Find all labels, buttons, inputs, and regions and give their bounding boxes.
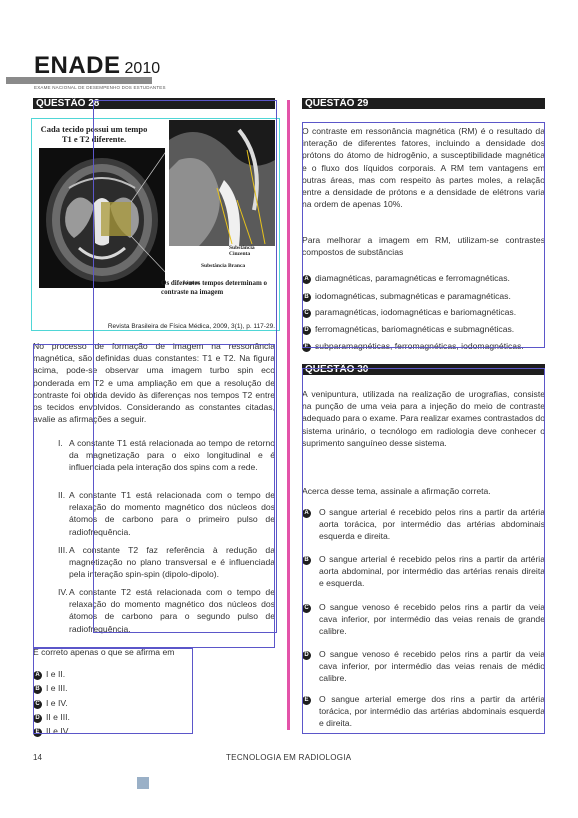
- mri-zoom-image: [169, 120, 275, 246]
- q29-question: Para melhorar a imagem em RM, utilizam-s…: [302, 235, 545, 258]
- q28-intro: No processo de formação de imagem na res…: [33, 341, 275, 425]
- column-divider: [287, 100, 290, 730]
- option-text: O sangue arterial emerge dos rins a part…: [319, 694, 545, 729]
- option-letter-badge: C: [302, 604, 311, 613]
- option-text: subparamagnéticas, ferromagnéticas, iodo…: [315, 341, 524, 351]
- option-text: II e III.: [46, 712, 70, 722]
- option-letter-badge: B: [302, 293, 311, 302]
- option-text: iodomagnéticas, submagnéticas e paramagn…: [315, 291, 511, 301]
- q30-question: Acerca desse tema, assinale a afirmação …: [302, 486, 491, 496]
- q28-item-3: III. A constante T2 faz referência à red…: [58, 544, 275, 581]
- q28-option-e[interactable]: E II e IV.: [33, 725, 70, 737]
- label-substancia-branca: Substância Branca: [201, 263, 246, 269]
- item-text: A constante T2 está relacionada com o te…: [69, 587, 275, 634]
- item-number: IV.: [58, 587, 68, 597]
- option-letter-badge: E: [33, 728, 42, 737]
- option-letter-badge: D: [33, 714, 42, 723]
- option-text: I e IV.: [46, 698, 68, 708]
- header-subtitle: EXAME NACIONAL DE DESEMPENHO DOS ESTUDAN…: [34, 85, 166, 90]
- option-letter-badge: A: [33, 671, 42, 680]
- option-letter-badge: E: [302, 343, 311, 352]
- figure-caption-top: Cada tecido possui um tempo T1 e T2 dife…: [40, 124, 148, 144]
- footer-marker: [137, 777, 149, 789]
- option-text: I e II.: [46, 669, 66, 679]
- q28-option-d[interactable]: D II e III.: [33, 711, 70, 723]
- option-text: O sangue venoso é recebido pelos rins a …: [319, 649, 545, 684]
- option-text: diamagnéticas, paramagnéticas e ferromag…: [315, 273, 510, 283]
- q29-title-bar: QUESTÃO 29: [302, 98, 545, 109]
- q28-option-c[interactable]: C I e IV.: [33, 697, 68, 709]
- q28-figure: Cada tecido possui um tempo T1 e T2 dife…: [33, 118, 277, 330]
- q28-option-b[interactable]: B I e III.: [33, 682, 68, 694]
- item-number: II.: [58, 490, 66, 500]
- q28-item-4: IV. A constante T2 está relacionada com …: [58, 586, 275, 635]
- q28-question: É correto apenas o que se afirma em: [33, 647, 175, 657]
- q30-option-e[interactable]: E O sangue arterial emerge dos rins a par…: [302, 693, 545, 728]
- q28-item-1: I. A constante T1 está relacionada ao te…: [58, 437, 275, 474]
- option-letter-badge: E: [302, 696, 311, 705]
- q28-option-a[interactable]: A I e II.: [33, 668, 65, 680]
- option-text: paramagnéticas, iodomagnéticas e barioma…: [315, 307, 517, 317]
- option-letter-badge: C: [33, 700, 42, 709]
- option-letter-badge: D: [302, 326, 311, 335]
- brand-text: ENADE: [34, 52, 121, 79]
- option-letter-badge: A: [302, 509, 311, 518]
- q28-title-bar: QUESTÃO 28: [33, 98, 275, 109]
- option-text: I e III.: [46, 683, 68, 693]
- option-letter-badge: B: [33, 685, 42, 694]
- page-number: 14: [33, 753, 42, 762]
- label-substancia-cinzenta: Substância Cinzenta: [229, 245, 255, 257]
- option-text: O sangue arterial é recebido pelos rins …: [319, 507, 545, 542]
- item-text: A constante T1 está relacionada com o te…: [69, 490, 275, 537]
- option-text: O sangue arterial é recebido pelos rins …: [319, 554, 545, 589]
- figure-source: Revista Brasileira de Física Médica, 200…: [107, 323, 275, 330]
- option-letter-badge: C: [302, 309, 311, 318]
- q30-option-b[interactable]: B O sangue arterial é recebido pelos rins…: [302, 553, 545, 588]
- mri-brain-image: [39, 148, 165, 288]
- q30-title-bar: QUESTÃO 30: [302, 364, 545, 375]
- label-liquor: Líquor: [183, 280, 200, 286]
- item-number: III.: [58, 545, 68, 555]
- option-letter-badge: A: [302, 275, 311, 284]
- option-text: II e IV.: [46, 726, 71, 736]
- q30-option-d[interactable]: D O sangue venoso é recebido pelos rins a…: [302, 648, 545, 683]
- option-letter-badge: D: [302, 651, 311, 660]
- q28-item-2: II. A constante T1 está relacionada com …: [58, 489, 275, 538]
- q30-intro: A venipuntura, utilizada na realização d…: [302, 389, 545, 448]
- item-number: I.: [58, 438, 63, 448]
- option-text: ferromagnéticas, bariomagnéticas e subma…: [315, 324, 515, 334]
- figure-caption-bottom: Os diferentes tempos determinam o contra…: [161, 279, 268, 296]
- q30-option-a[interactable]: A O sangue arterial é recebido pelos rins…: [302, 506, 545, 541]
- footer-course-title: TECNOLOGIA EM RADIOLOGIA: [226, 753, 352, 762]
- q29-intro: O contraste em ressonância magnética (RM…: [302, 126, 545, 210]
- q30-option-c[interactable]: C O sangue venoso é recebido pelos rins a…: [302, 601, 545, 636]
- enade-logo: ENADE 2010: [34, 52, 160, 80]
- year-text: 2010: [124, 60, 161, 77]
- option-letter-badge: B: [302, 556, 311, 565]
- item-text: A constante T1 está relacionada ao tempo…: [69, 438, 275, 473]
- header-divider-bar: [6, 77, 152, 84]
- item-text: A constante T2 faz referência à redução …: [69, 545, 275, 580]
- option-text: O sangue venoso é recebido pelos rins a …: [319, 602, 545, 637]
